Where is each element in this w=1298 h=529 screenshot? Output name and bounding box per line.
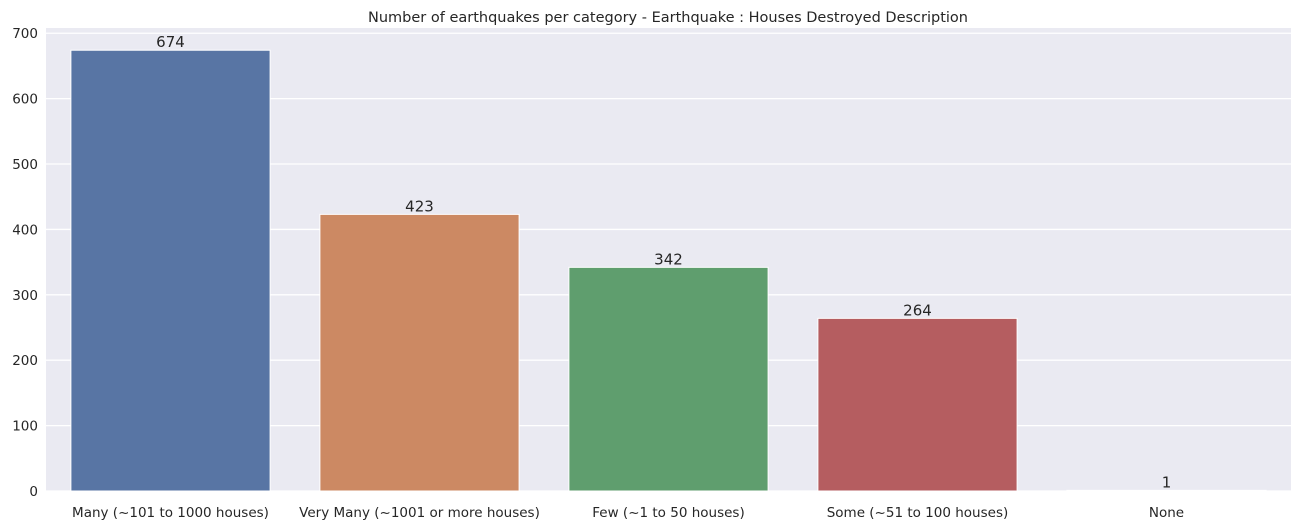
bars (70, 49, 1267, 492)
data-labels: 674 423 342 264 1 (156, 33, 1171, 491)
bar (568, 266, 769, 492)
y-tick-label: 700 (12, 26, 38, 42)
bar (1066, 489, 1267, 492)
x-tick-label: Very Many (~1001 or more houses) (299, 505, 540, 521)
y-axis-ticks: 0 100 200 300 400 500 600 700 (12, 26, 38, 500)
data-label: 423 (405, 197, 434, 215)
bar (319, 213, 520, 492)
x-axis-ticks: Many (~101 to 1000 houses) Very Many (~10… (72, 505, 1184, 521)
x-tick-label: None (1149, 505, 1184, 521)
y-tick-label: 400 (12, 222, 38, 238)
data-label: 264 (903, 301, 932, 319)
bar (70, 49, 271, 492)
x-tick-label: Many (~101 to 1000 houses) (72, 505, 269, 521)
y-tick-label: 0 (29, 484, 38, 500)
y-tick-label: 500 (12, 157, 38, 173)
chart-title: Number of earthquakes per category - Ear… (368, 10, 968, 26)
data-label: 342 (654, 250, 683, 268)
bar (817, 317, 1018, 492)
y-tick-label: 300 (12, 288, 38, 304)
x-tick-label: Some (~51 to 100 houses) (827, 505, 1009, 521)
y-tick-label: 200 (12, 353, 38, 369)
y-tick-label: 100 (12, 419, 38, 435)
data-label: 1 (1162, 473, 1172, 491)
y-tick-label: 600 (12, 92, 38, 108)
data-label: 674 (156, 33, 185, 51)
x-tick-label: Few (~1 to 50 houses) (592, 505, 744, 521)
